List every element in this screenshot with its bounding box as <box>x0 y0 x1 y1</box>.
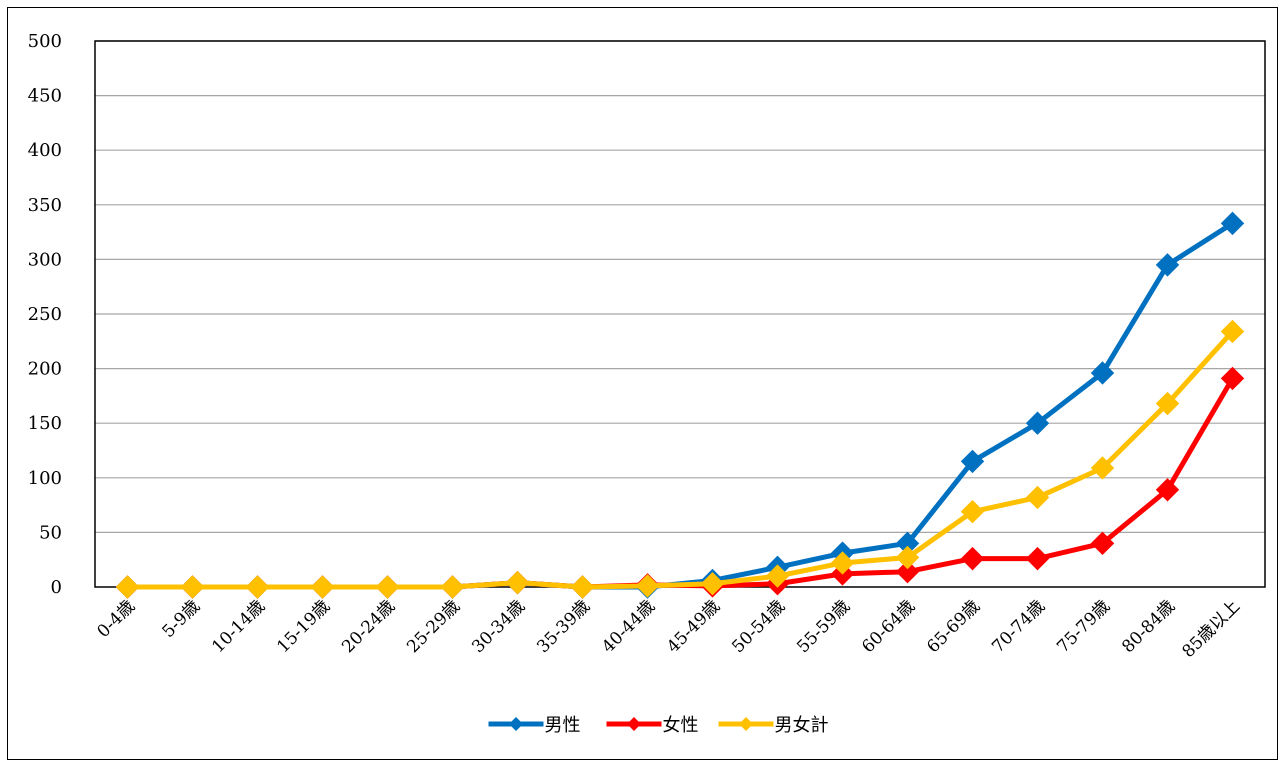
data-point <box>635 574 660 598</box>
x-tick-label: 15-19歳 <box>273 596 334 657</box>
x-tick-label: 45-49歳 <box>663 596 724 657</box>
x-tick-label: 40-44歳 <box>598 596 659 657</box>
x-tick-label: 55-59歳 <box>793 596 854 657</box>
x-tick-label: 75-79歳 <box>1053 596 1114 657</box>
data-point <box>1155 391 1180 416</box>
data-point <box>440 575 465 599</box>
data-point <box>765 564 790 588</box>
x-tick-label: 35-39歳 <box>533 596 594 657</box>
series-2 <box>115 319 1245 599</box>
y-tick-label: 500 <box>28 31 62 52</box>
data-point <box>1220 319 1245 344</box>
legend-label: 女性 <box>663 715 699 736</box>
data-point <box>830 551 855 575</box>
legend-item: 男性 <box>488 715 581 736</box>
legend-marker <box>509 717 523 731</box>
legend-marker <box>627 717 641 731</box>
y-tick-label: 50 <box>39 522 62 543</box>
series <box>115 211 1245 599</box>
x-tick-label: 85歳以上 <box>1179 596 1245 662</box>
gridlines <box>94 40 1266 588</box>
series-0 <box>115 211 1245 599</box>
y-tick-label: 0 <box>51 577 62 598</box>
data-point <box>700 572 725 596</box>
data-point <box>1220 366 1245 391</box>
x-tick-label: 70-74歳 <box>988 596 1049 657</box>
x-tick-label: 60-64歳 <box>858 596 919 657</box>
x-tick-label: 5-9歳 <box>159 596 205 642</box>
y-axis: 0 50 100 150 200 250 300 350 400 450 500 <box>28 31 62 598</box>
x-axis: 0-4歳 5-9歳 10-14歳 15-19歳 20-24歳 25-29歳 30-34歳 35… <box>94 596 1245 662</box>
chart-frame <box>7 7 1278 760</box>
data-point <box>960 546 985 571</box>
data-point <box>1220 211 1245 236</box>
legend-label: 男性 <box>545 715 581 736</box>
x-tick-label: 10-14歳 <box>208 596 269 657</box>
y-tick-label: 350 <box>28 195 62 216</box>
x-tick-label: 50-54歳 <box>728 596 789 657</box>
data-point <box>245 575 270 599</box>
y-tick-label: 100 <box>28 468 62 489</box>
data-point <box>180 575 205 599</box>
data-point <box>310 575 335 599</box>
y-tick-label: 450 <box>28 86 62 107</box>
x-tick-label: 0-4歳 <box>94 596 140 642</box>
x-tick-label: 80-84歳 <box>1118 596 1179 657</box>
data-point <box>1025 485 1050 510</box>
data-point <box>1090 361 1115 385</box>
y-tick-label: 150 <box>28 413 62 434</box>
legend: 男性 女性 男女計 <box>488 715 829 736</box>
x-tick-label: 25-29歳 <box>403 596 464 657</box>
data-point <box>375 575 400 599</box>
data-point <box>1025 546 1050 571</box>
legend-label: 男女計 <box>775 715 829 736</box>
legend-item: 男女計 <box>718 715 829 736</box>
data-point <box>895 545 920 570</box>
y-tick-label: 250 <box>28 304 62 325</box>
data-point <box>505 570 530 595</box>
data-point <box>895 560 920 584</box>
x-tick-label: 65-69歳 <box>923 596 984 657</box>
series-line <box>127 329 1235 590</box>
data-point <box>960 499 985 524</box>
data-point <box>1090 456 1115 480</box>
x-tick-label: 20-24歳 <box>338 596 399 657</box>
y-tick-label: 200 <box>28 359 62 380</box>
data-point <box>1155 253 1180 277</box>
data-point <box>960 449 985 474</box>
data-point <box>1155 478 1180 502</box>
data-point <box>1090 531 1115 556</box>
x-tick-label: 30-34歳 <box>468 596 529 657</box>
legend-marker <box>739 717 753 731</box>
y-tick-label: 300 <box>28 249 62 270</box>
data-point <box>1025 411 1050 435</box>
legend-item: 女性 <box>606 715 699 736</box>
y-tick-label: 400 <box>28 140 62 161</box>
data-point <box>115 575 140 599</box>
data-point <box>570 575 595 599</box>
